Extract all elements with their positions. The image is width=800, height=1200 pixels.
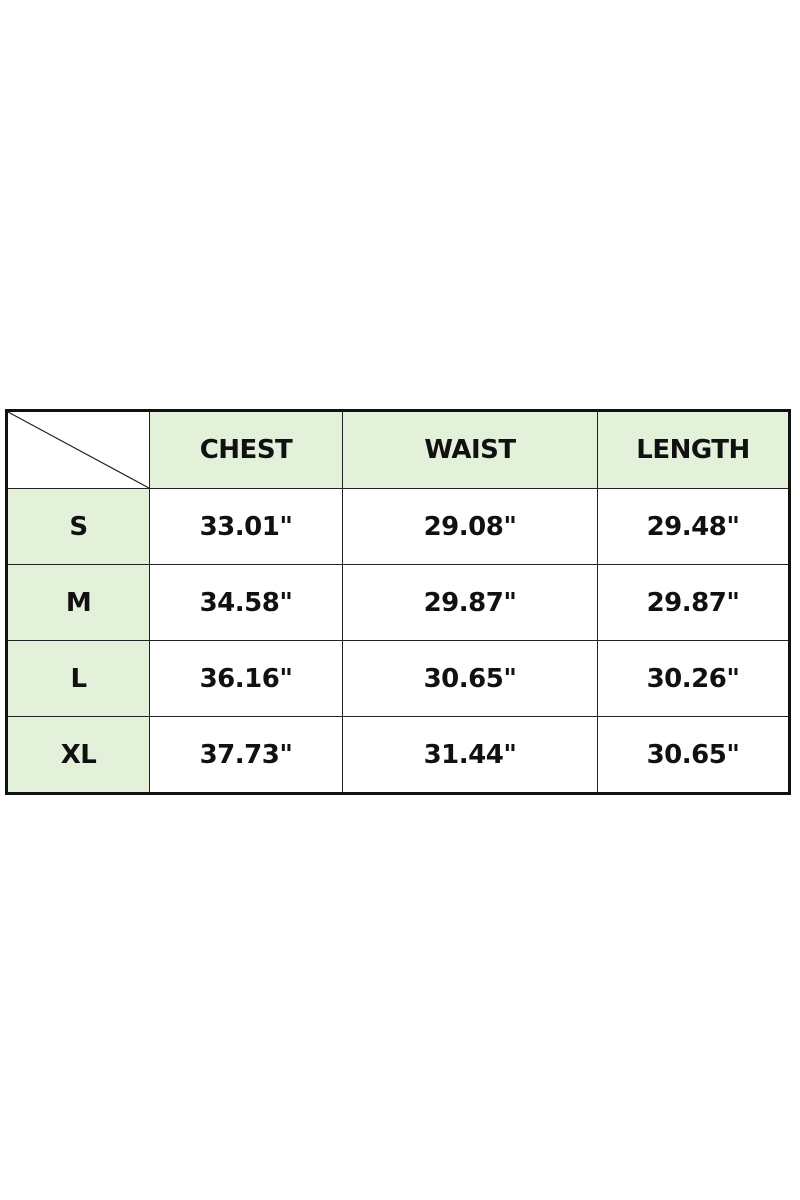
diagonal-line (8, 412, 149, 488)
table-row: S 33.01" 29.08" 29.48" (6, 488, 790, 565)
waist-value: 30.65" (342, 640, 598, 717)
size-label: XL (6, 716, 150, 794)
waist-value: 29.08" (342, 488, 598, 565)
header-length: LENGTH (597, 410, 790, 489)
header-chest: CHEST (149, 410, 343, 489)
table-row: XL 37.73" 31.44" 30.65" (6, 716, 790, 794)
corner-cell (6, 410, 150, 489)
length-value: 30.65" (597, 716, 790, 794)
size-label: L (6, 640, 150, 717)
length-value: 29.87" (597, 564, 790, 641)
chest-value: 33.01" (149, 488, 343, 565)
length-value: 30.26" (597, 640, 790, 717)
waist-value: 29.87" (342, 564, 598, 641)
header-row: CHEST WAIST LENGTH (6, 410, 790, 489)
length-value: 29.48" (597, 488, 790, 565)
header-waist: WAIST (342, 410, 598, 489)
table-row: M 34.58" 29.87" 29.87" (6, 564, 790, 641)
table-row: L 36.16" 30.65" 30.26" (6, 640, 790, 717)
size-label: M (6, 564, 150, 641)
chest-value: 34.58" (149, 564, 343, 641)
size-chart-table: CHEST WAIST LENGTH S 33.01" 29.08" 29.48… (5, 409, 791, 795)
chest-value: 37.73" (149, 716, 343, 794)
waist-value: 31.44" (342, 716, 598, 794)
chest-value: 36.16" (149, 640, 343, 717)
size-label: S (6, 488, 150, 565)
